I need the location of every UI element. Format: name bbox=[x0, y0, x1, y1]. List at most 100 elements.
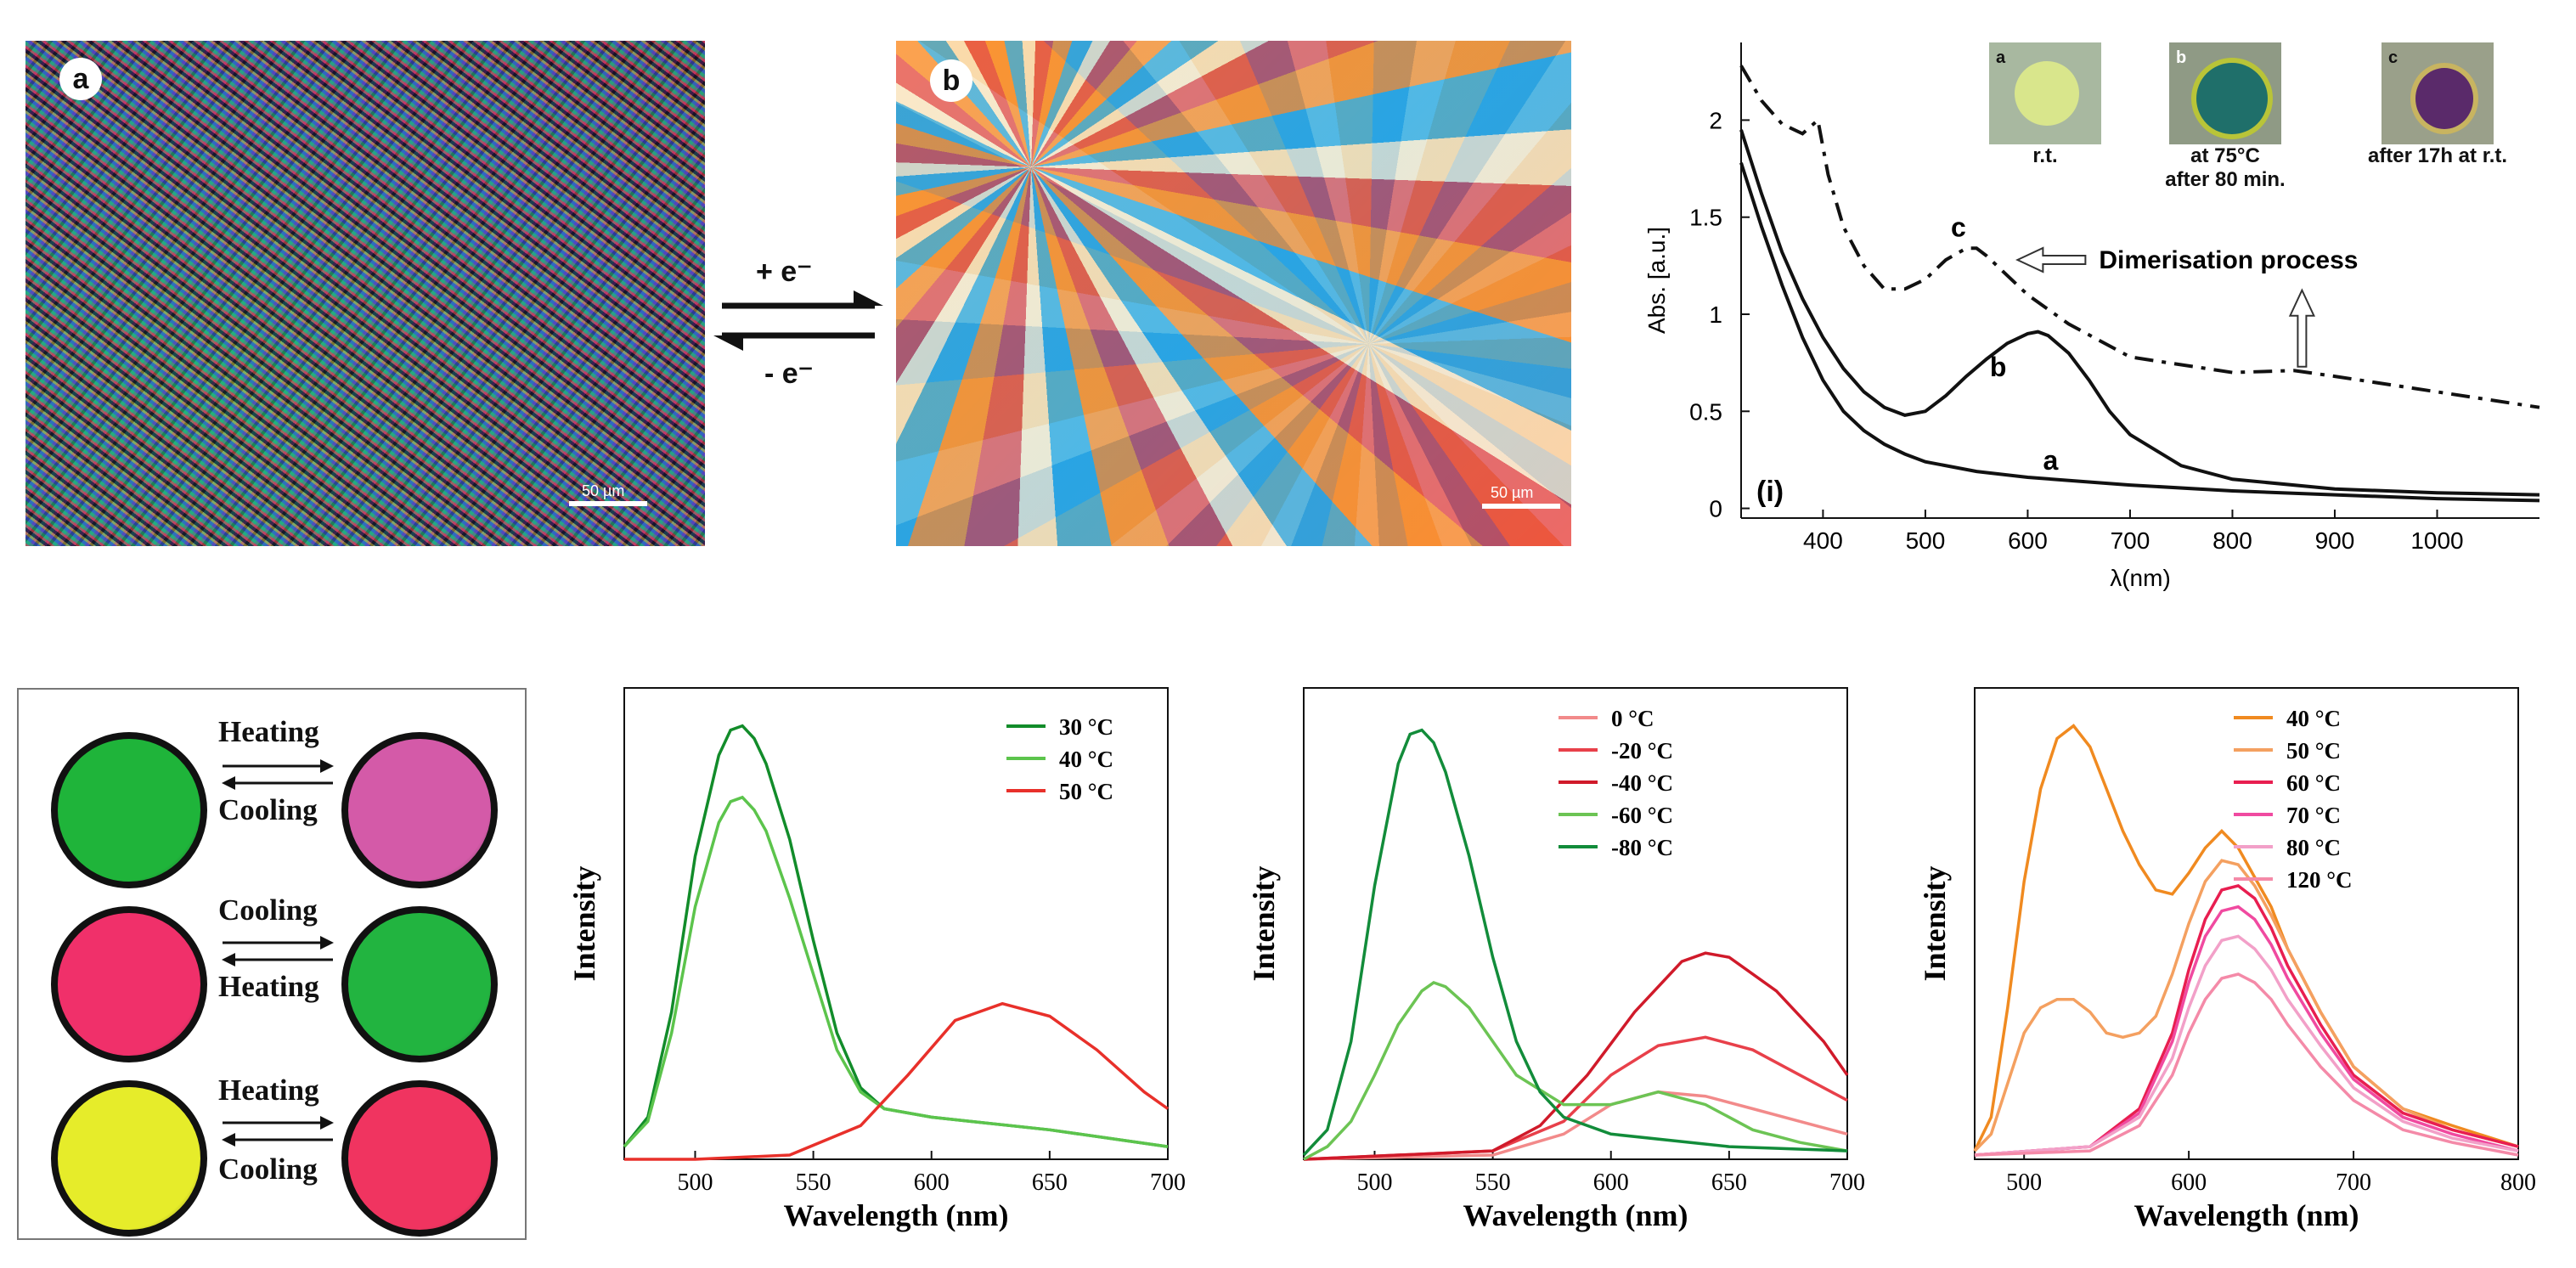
pl1-x-tick-label: 550 bbox=[796, 1169, 831, 1196]
abs-x-tick-label: 500 bbox=[1906, 527, 1946, 554]
pl1-legend-label: 30 °C bbox=[1059, 714, 1113, 740]
dot-row2-left bbox=[51, 906, 207, 1062]
pl2-series-line bbox=[1303, 1035, 1848, 1161]
dot-row3-left bbox=[51, 1080, 207, 1237]
dot-row1-right bbox=[341, 732, 498, 888]
pl2-legend-label: -40 °C bbox=[1611, 770, 1673, 796]
abs-y-tick-label: 1 bbox=[1709, 302, 1722, 328]
dot-row2-right bbox=[341, 906, 498, 1062]
panel-label-b: b bbox=[930, 59, 972, 102]
pl2-series-line bbox=[1302, 728, 1848, 1157]
pl2-frame bbox=[1303, 687, 1848, 1160]
pl3-legend-label: 40 °C bbox=[2286, 706, 2341, 731]
abs-x-axis-label: λ(nm) bbox=[2110, 565, 2171, 591]
inset-photo-c: c bbox=[2382, 42, 2494, 144]
inset-caption-b-line1: at 75°C bbox=[2190, 144, 2260, 167]
inset-tag-a: a bbox=[1996, 48, 2006, 67]
abs-y-axis-label: Abs. [a.u.] bbox=[1643, 227, 1670, 334]
pl3-x-tick-label: 800 bbox=[2500, 1169, 2536, 1196]
pl2-x-tick-label: 700 bbox=[1829, 1169, 1865, 1196]
row2-top-label: Cooling bbox=[218, 893, 318, 927]
reaction-reverse-label: - e⁻ bbox=[764, 358, 814, 390]
pl2-legend-label: 0 °C bbox=[1611, 706, 1654, 731]
pl3-series-line bbox=[1974, 934, 2519, 1157]
pl3-legend-label: 60 °C bbox=[2286, 770, 2341, 796]
pl2-x-tick-label: 500 bbox=[1356, 1169, 1392, 1196]
abs-curve-label-b: b bbox=[1990, 352, 2007, 382]
inset-tag-b: b bbox=[2176, 48, 2187, 67]
abs-panel-label: (i) bbox=[1756, 476, 1784, 508]
pl3-x-tick-label: 500 bbox=[2006, 1169, 2042, 1196]
scale-label-a: 50 µm bbox=[582, 482, 625, 499]
abs-arrow-left bbox=[2015, 246, 2087, 273]
row2-bottom-label: Heating bbox=[218, 970, 319, 1003]
abs-curve-c bbox=[1739, 65, 2540, 409]
pl2-x-axis-label: Wavelength (nm) bbox=[1463, 1198, 1688, 1232]
abs-annotation: Dimerisation process bbox=[2099, 246, 2358, 274]
abs-curve-label-a: a bbox=[2043, 445, 2059, 476]
abs-y-tick-label: 1.5 bbox=[1689, 205, 1722, 231]
row1-bottom-label: Cooling bbox=[218, 793, 318, 826]
row1-top-label: Heating bbox=[218, 715, 319, 748]
pl2-series-line bbox=[1303, 980, 1848, 1161]
pl2-x-tick-label: 550 bbox=[1475, 1169, 1511, 1196]
thermochromic-panel: Heating Cooling Cooling Heating Heating … bbox=[17, 688, 527, 1240]
dot-row3-right bbox=[341, 1080, 498, 1237]
reaction-forward-label: + e⁻ bbox=[756, 256, 813, 288]
row3-top-label: Heating bbox=[218, 1074, 319, 1107]
pl1-series-line bbox=[624, 1001, 1170, 1161]
pl1-x-tick-label: 650 bbox=[1032, 1169, 1068, 1196]
abs-x-tick-label: 400 bbox=[1803, 527, 1843, 554]
pl3-legend-label: 70 °C bbox=[2286, 803, 2341, 828]
abs-y-tick-label: 2 bbox=[1709, 107, 1722, 133]
pl3-series-line bbox=[1974, 972, 2519, 1157]
pl2-y-axis-label: Intensity bbox=[1247, 865, 1281, 981]
pl2-legend-label: -60 °C bbox=[1611, 803, 1673, 828]
scale-label-b: 50 µm bbox=[1491, 484, 1534, 501]
inset-spot-c bbox=[2410, 63, 2478, 134]
scale-bar-b bbox=[1482, 504, 1560, 509]
inset-spot-a bbox=[2015, 61, 2079, 126]
pl2-x-tick-label: 650 bbox=[1711, 1169, 1747, 1196]
pl3-series-line bbox=[1974, 883, 2519, 1157]
pl3-legend-label: 80 °C bbox=[2286, 835, 2341, 860]
micrograph-b: b 50 µm bbox=[896, 41, 1571, 546]
panel-label-a: a bbox=[59, 58, 102, 100]
pl1-legend-label: 40 °C bbox=[1059, 747, 1113, 772]
abs-y-tick-label: 0.5 bbox=[1689, 398, 1722, 425]
absorption-chart: 400 500 600 700 800 900 1000 0 0.5 1 1.5 2 λ(nm) Abs.… bbox=[1643, 42, 2540, 591]
abs-y-tick-label: 0 bbox=[1709, 496, 1722, 522]
pl1-x-tick-label: 600 bbox=[914, 1169, 950, 1196]
row2-arrows bbox=[222, 936, 334, 966]
row3-bottom-label: Cooling bbox=[218, 1152, 318, 1186]
pl3-y-axis-label: Intensity bbox=[1918, 865, 1952, 981]
row3-arrows bbox=[222, 1116, 334, 1147]
micrograph-a: a 50 µm bbox=[25, 41, 705, 546]
inset-caption-c: after 17h at r.t. bbox=[2367, 144, 2508, 167]
inset-caption-a: r.t. bbox=[2032, 144, 2058, 167]
inset-tag-c: c bbox=[2388, 48, 2398, 67]
pl1-x-tick-label: 500 bbox=[677, 1169, 713, 1196]
pl3-series-line bbox=[1973, 724, 2519, 1152]
abs-x-tick-label: 700 bbox=[2111, 527, 2150, 554]
pl3-series-line bbox=[1973, 859, 2519, 1152]
pl3-x-tick-label: 600 bbox=[2171, 1169, 2207, 1196]
pl-chart-2: 500 550 600 650 700 Wavelength (nm) Intensity 0… bbox=[1247, 687, 1865, 1232]
pl-chart-3: 500 600 700 800 Wavelength (nm) Intensity 40 °… bbox=[1918, 687, 2536, 1232]
pl3-x-axis-label: Wavelength (nm) bbox=[2134, 1198, 2359, 1232]
abs-x-tick-label: 1000 bbox=[2410, 527, 2463, 554]
scale-bar-a bbox=[569, 501, 647, 506]
abs-x-tick-label: 800 bbox=[2212, 527, 2252, 554]
inset-photo-a: a bbox=[1989, 42, 2101, 144]
pl1-frame bbox=[623, 687, 1169, 1160]
pl3-legend-label: 50 °C bbox=[2286, 738, 2341, 764]
pl-chart-1: 500 550 600 650 700 Wavelength (nm) Intensity 3… bbox=[567, 687, 1186, 1232]
pl3-legend-label: 120 °C bbox=[2286, 867, 2353, 893]
pl3-series-line bbox=[1974, 905, 2519, 1157]
abs-curve-b bbox=[1739, 129, 2540, 497]
inset-a: a r.t. bbox=[1960, 42, 2130, 168]
abs-curve-label-c: c bbox=[1951, 212, 1966, 243]
pl1-series-line bbox=[623, 795, 1169, 1148]
abs-curve-a bbox=[1739, 162, 2540, 503]
inset-photo-b: b bbox=[2169, 42, 2281, 144]
